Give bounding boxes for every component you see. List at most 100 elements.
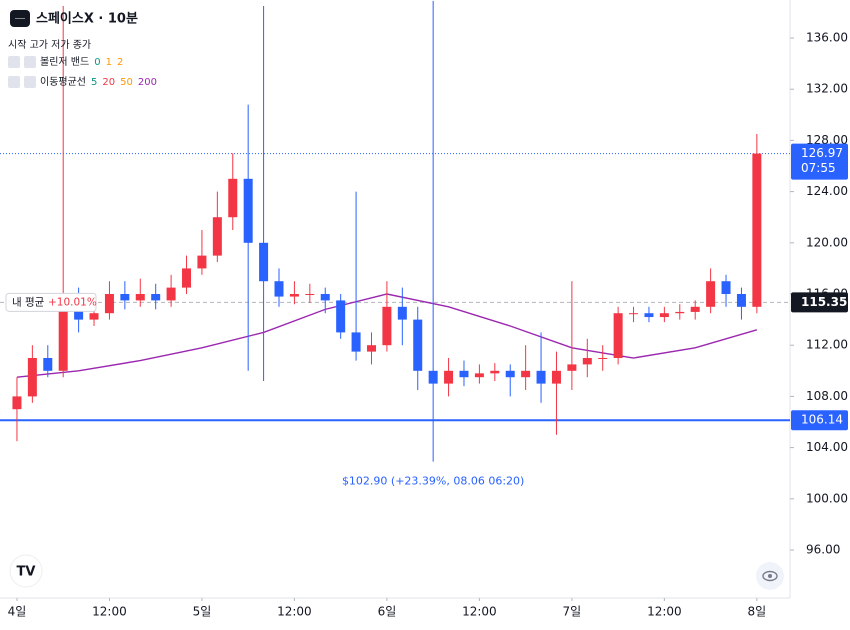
candle-body (582, 358, 592, 365)
candle-body (197, 255, 207, 269)
level-price-label: 106.14 (801, 413, 843, 427)
ohlc-legend: 시작 고가 저가 종가 (8, 39, 91, 51)
indicator-close[interactable] (24, 56, 36, 68)
candle-body (721, 281, 731, 295)
candle-body (521, 370, 531, 378)
candle-body (397, 306, 407, 320)
candle-body (551, 370, 561, 384)
candle-body (598, 358, 608, 360)
candle-body (613, 313, 623, 359)
x-tick-label: 6일 (378, 605, 397, 619)
y-tick-label: 132.00 (806, 82, 848, 96)
candle-body (490, 370, 500, 374)
indicator-param: 5 (91, 77, 97, 88)
candle-body (736, 294, 746, 307)
candle-body (151, 294, 161, 301)
candle-body (567, 364, 577, 371)
candle-body (320, 294, 330, 301)
y-tick-label: 100.00 (806, 491, 848, 505)
candle-body (305, 294, 315, 296)
candle-body (752, 153, 762, 307)
x-tick-label: 12:00 (277, 605, 312, 619)
indicator-icon[interactable] (8, 76, 20, 88)
candle-body (444, 370, 454, 384)
indicator-icon[interactable] (8, 56, 20, 68)
x-tick-label: 12:00 (647, 605, 682, 619)
indicator-param: 200 (138, 77, 157, 88)
low-annotation: $102.90 (+23.39%, 08.06 06:20) (342, 475, 524, 488)
candle-body (336, 300, 346, 333)
candle-body (351, 332, 361, 352)
candle-body (675, 311, 685, 314)
x-tick-label: 7일 (563, 605, 582, 619)
x-tick-label: 4일 (8, 605, 27, 619)
tv-logo-bg[interactable] (9, 554, 43, 588)
avg-price-box (791, 292, 848, 313)
candles (12, 0, 762, 462)
indicator-name: 볼린저 밴드 (40, 56, 89, 68)
indicator-close[interactable] (24, 76, 36, 88)
y-tick-label: 104.00 (806, 440, 848, 454)
last-price-label: 126.97 (801, 146, 843, 160)
candle-body (58, 306, 68, 371)
candle-body (104, 294, 114, 314)
y-tick-label: 128.00 (806, 133, 848, 147)
candle-body (135, 294, 145, 301)
y-tick-label: 120.00 (806, 235, 848, 249)
indicator-name: 이동평균선 (40, 76, 86, 88)
candle-body (690, 306, 700, 312)
avg-label: 내 평균 (12, 296, 45, 308)
candle-body (212, 217, 222, 256)
indicator-param: 1 (106, 57, 112, 68)
tv-logo[interactable]: TV (17, 565, 36, 580)
countdown-label: 07:55 (801, 161, 836, 175)
candle-body (366, 345, 376, 352)
candle-body (228, 178, 238, 218)
y-tick-label: 108.00 (806, 389, 848, 403)
y-tick-label: 124.00 (806, 184, 848, 198)
candle-body (89, 313, 99, 320)
candle-body (629, 313, 639, 315)
x-tick-label: 12:00 (92, 605, 127, 619)
avg-change: +10.01% (48, 296, 97, 308)
candle-body (413, 319, 423, 371)
x-tick-label: 8일 (748, 605, 767, 619)
eye-icon (762, 570, 778, 582)
level-price-box (791, 410, 848, 431)
candle-body (536, 370, 546, 384)
candle-body (120, 294, 130, 301)
y-tick-label: 96.00 (806, 543, 840, 557)
x-tick-label: 12:00 (462, 605, 497, 619)
indicator-param: 2 (117, 57, 123, 68)
candle-body (274, 281, 284, 297)
eye-pupil (768, 574, 772, 578)
candle-body (459, 370, 469, 378)
indicator-param: 0 (94, 57, 100, 68)
candle-body (382, 306, 392, 346)
candle-body (505, 370, 515, 378)
indicator-param: 50 (120, 77, 133, 88)
indicator-param: 20 (102, 77, 115, 88)
candle-body (166, 287, 176, 301)
y-tick-label: 112.00 (806, 338, 848, 352)
y-tick-label: 136.00 (806, 31, 848, 45)
symbol-title[interactable]: 스페이스X · 10분 (36, 11, 138, 27)
candle-body (43, 358, 53, 371)
candle-body (659, 313, 669, 318)
candle-body (27, 358, 37, 397)
candle-body (74, 306, 84, 320)
x-tick-label: 5일 (193, 605, 212, 619)
candle-body (259, 242, 269, 282)
candle-body (12, 396, 22, 410)
indicator-legend: 볼린저 밴드 0 1 2 이동평균선 5 20 50 200 (8, 56, 157, 88)
candle-body (706, 281, 716, 307)
avg-price-label: 115.35 (801, 295, 847, 309)
last-price-box (791, 143, 848, 180)
candle-body (428, 370, 438, 384)
candle-body (243, 178, 253, 243)
candle-body (474, 373, 484, 378)
